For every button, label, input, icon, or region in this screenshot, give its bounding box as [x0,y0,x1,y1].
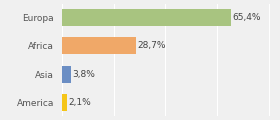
Text: 28,7%: 28,7% [137,41,166,50]
Bar [62,9,231,26]
Text: 2,1%: 2,1% [68,98,91,107]
Text: 65,4%: 65,4% [233,13,261,22]
Text: 3,8%: 3,8% [73,70,96,79]
Bar [62,94,67,111]
Bar [62,66,71,83]
Bar [62,37,136,54]
